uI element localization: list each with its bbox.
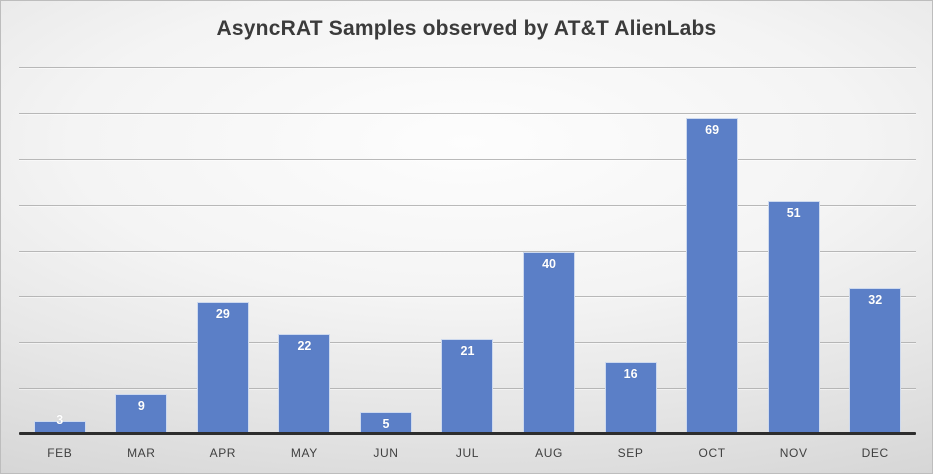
bar-dec: 32 <box>849 288 902 435</box>
bar-may: 22 <box>278 334 331 435</box>
x-tick-nov: NOV <box>779 446 808 460</box>
category-slot-aug: 40 AUG <box>508 68 590 460</box>
bar-jul: 21 <box>441 338 494 435</box>
bar-nov: 51 <box>767 201 820 435</box>
bar-apr: 29 <box>196 301 249 435</box>
category-slot-apr: 29 APR <box>182 68 264 460</box>
category-slot-may: 22 MAY <box>264 68 346 460</box>
x-tick-aug: AUG <box>535 446 563 460</box>
data-label-jun: 5 <box>382 417 390 432</box>
category-slot-nov: 51 NOV <box>753 68 835 460</box>
data-label-mar: 9 <box>137 398 145 413</box>
bar-jun: 5 <box>359 412 412 435</box>
bar-mar: 9 <box>115 393 168 435</box>
gridline-80 <box>19 67 916 68</box>
x-tick-oct: OCT <box>698 446 726 460</box>
data-label-feb: 3 <box>56 413 64 428</box>
category-slot-feb: 3 FEB <box>19 68 101 460</box>
x-tick-mar: MAR <box>127 446 156 460</box>
gridline-40 <box>19 250 916 252</box>
x-axis-line <box>19 432 916 435</box>
chart-title: AsyncRAT Samples observed by AT&T AlienL… <box>216 17 717 40</box>
category-slot-sep: 16 SEP <box>590 68 672 460</box>
x-tick-jun: JUN <box>373 446 399 460</box>
bar-feb: 3 <box>33 413 86 435</box>
x-tick-dec: DEC <box>861 446 889 460</box>
bar-sep: 16 <box>604 361 657 435</box>
plot-area: 3 FEB 9 MAR 29 APR 22 MAY 5 JUN 21 JUL 40 AUG 16 SEP 69 O… <box>19 67 916 460</box>
category-slot-oct: 69 OCT <box>671 68 753 460</box>
data-label-nov: 51 <box>786 206 801 221</box>
gridline-70 <box>19 112 916 114</box>
data-label-jul: 21 <box>460 343 475 358</box>
data-label-oct: 69 <box>705 123 720 138</box>
data-label-sep: 16 <box>623 366 638 381</box>
data-label-may: 22 <box>297 339 312 354</box>
category-slot-dec: 32 DEC <box>834 68 916 460</box>
x-tick-apr: APR <box>209 446 237 460</box>
x-tick-jul: JUL <box>455 446 480 460</box>
data-label-dec: 32 <box>868 293 883 308</box>
bar-oct: 69 <box>686 118 739 435</box>
category-slot-jun: 5 JUN <box>345 68 427 460</box>
gridline-50 <box>19 204 916 206</box>
x-tick-feb: FEB <box>47 446 73 460</box>
data-label-apr: 29 <box>215 306 230 321</box>
data-label-aug: 40 <box>542 256 556 271</box>
x-tick-sep: SEP <box>617 446 644 460</box>
category-slot-mar: 9 MAR <box>101 68 183 460</box>
gridline-30 <box>19 296 916 298</box>
x-tick-may: MAY <box>290 446 318 460</box>
category-slot-jul: 21 JUL <box>427 68 509 460</box>
gridline-60 <box>19 158 916 160</box>
bar-aug: 40 <box>523 251 576 435</box>
